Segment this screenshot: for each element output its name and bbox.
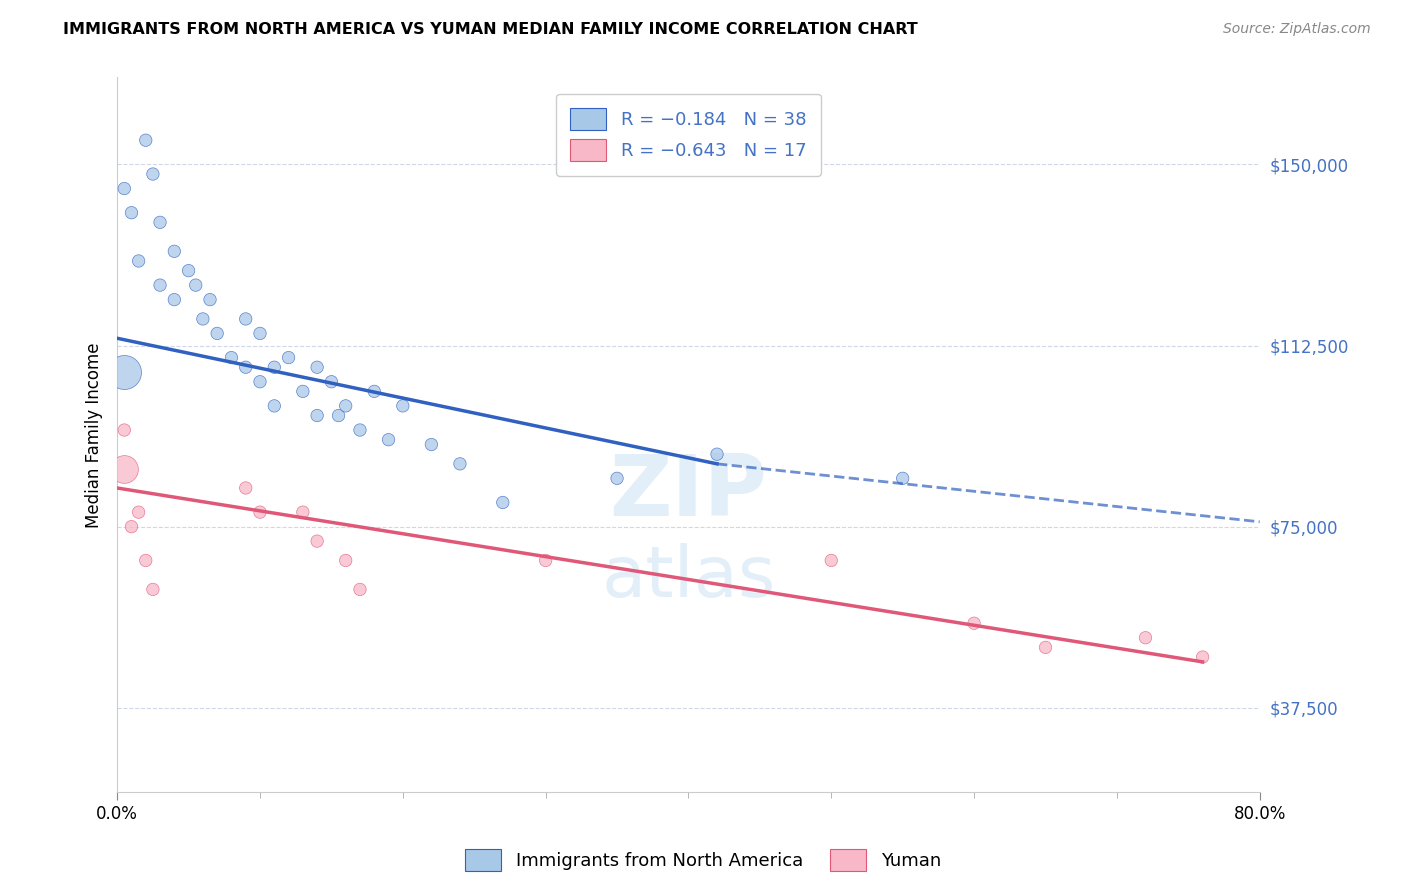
Point [249,375,271,389]
Point [963,616,986,631]
Legend: R = −0.184   N = 38, R = −0.643   N = 17: R = −0.184 N = 38, R = −0.643 N = 17 [555,94,821,176]
Point [128,505,150,519]
Point [184,278,207,293]
Point [534,553,557,567]
Point [142,167,165,181]
Point [291,505,314,519]
Point [235,360,257,375]
Point [420,437,443,451]
Point [321,375,343,389]
Point [349,423,371,437]
Point [449,457,471,471]
Point [1135,631,1157,645]
Point [221,351,243,365]
Text: ZIP: ZIP [610,450,768,533]
Point [112,423,135,437]
Point [492,495,515,509]
Point [205,326,228,341]
Legend: Immigrants from North America, Yuman: Immigrants from North America, Yuman [458,842,948,879]
Point [142,582,165,597]
Point [177,263,200,277]
Point [307,360,329,375]
Point [1191,650,1213,665]
Point [163,244,186,259]
Point [121,519,143,533]
Point [249,505,271,519]
Point [820,553,842,567]
Point [891,471,914,485]
Point [263,399,285,413]
Point [1035,640,1057,655]
Point [128,254,150,268]
Point [335,553,357,567]
Point [606,471,628,485]
Point [249,326,271,341]
Point [706,447,728,461]
Point [149,278,172,293]
Point [235,312,257,326]
Point [392,399,415,413]
Point [335,399,357,413]
Point [377,433,399,447]
Point [307,409,329,423]
Point [349,582,371,597]
Point [112,461,135,475]
Point [149,215,172,229]
Point [328,409,350,423]
Point [135,133,157,147]
Point [363,384,385,399]
Point [191,312,214,326]
Point [263,360,285,375]
Point [235,481,257,495]
Y-axis label: Median Family Income: Median Family Income [86,343,103,527]
Point [291,384,314,399]
Text: atlas: atlas [602,543,776,612]
Text: Source: ZipAtlas.com: Source: ZipAtlas.com [1223,22,1371,37]
Point [198,293,221,307]
Point [277,351,299,365]
Point [121,205,143,219]
Point [112,181,135,195]
Text: IMMIGRANTS FROM NORTH AMERICA VS YUMAN MEDIAN FAMILY INCOME CORRELATION CHART: IMMIGRANTS FROM NORTH AMERICA VS YUMAN M… [63,22,918,37]
Point [307,534,329,549]
Point [135,553,157,567]
Point [163,293,186,307]
Point [112,365,135,379]
